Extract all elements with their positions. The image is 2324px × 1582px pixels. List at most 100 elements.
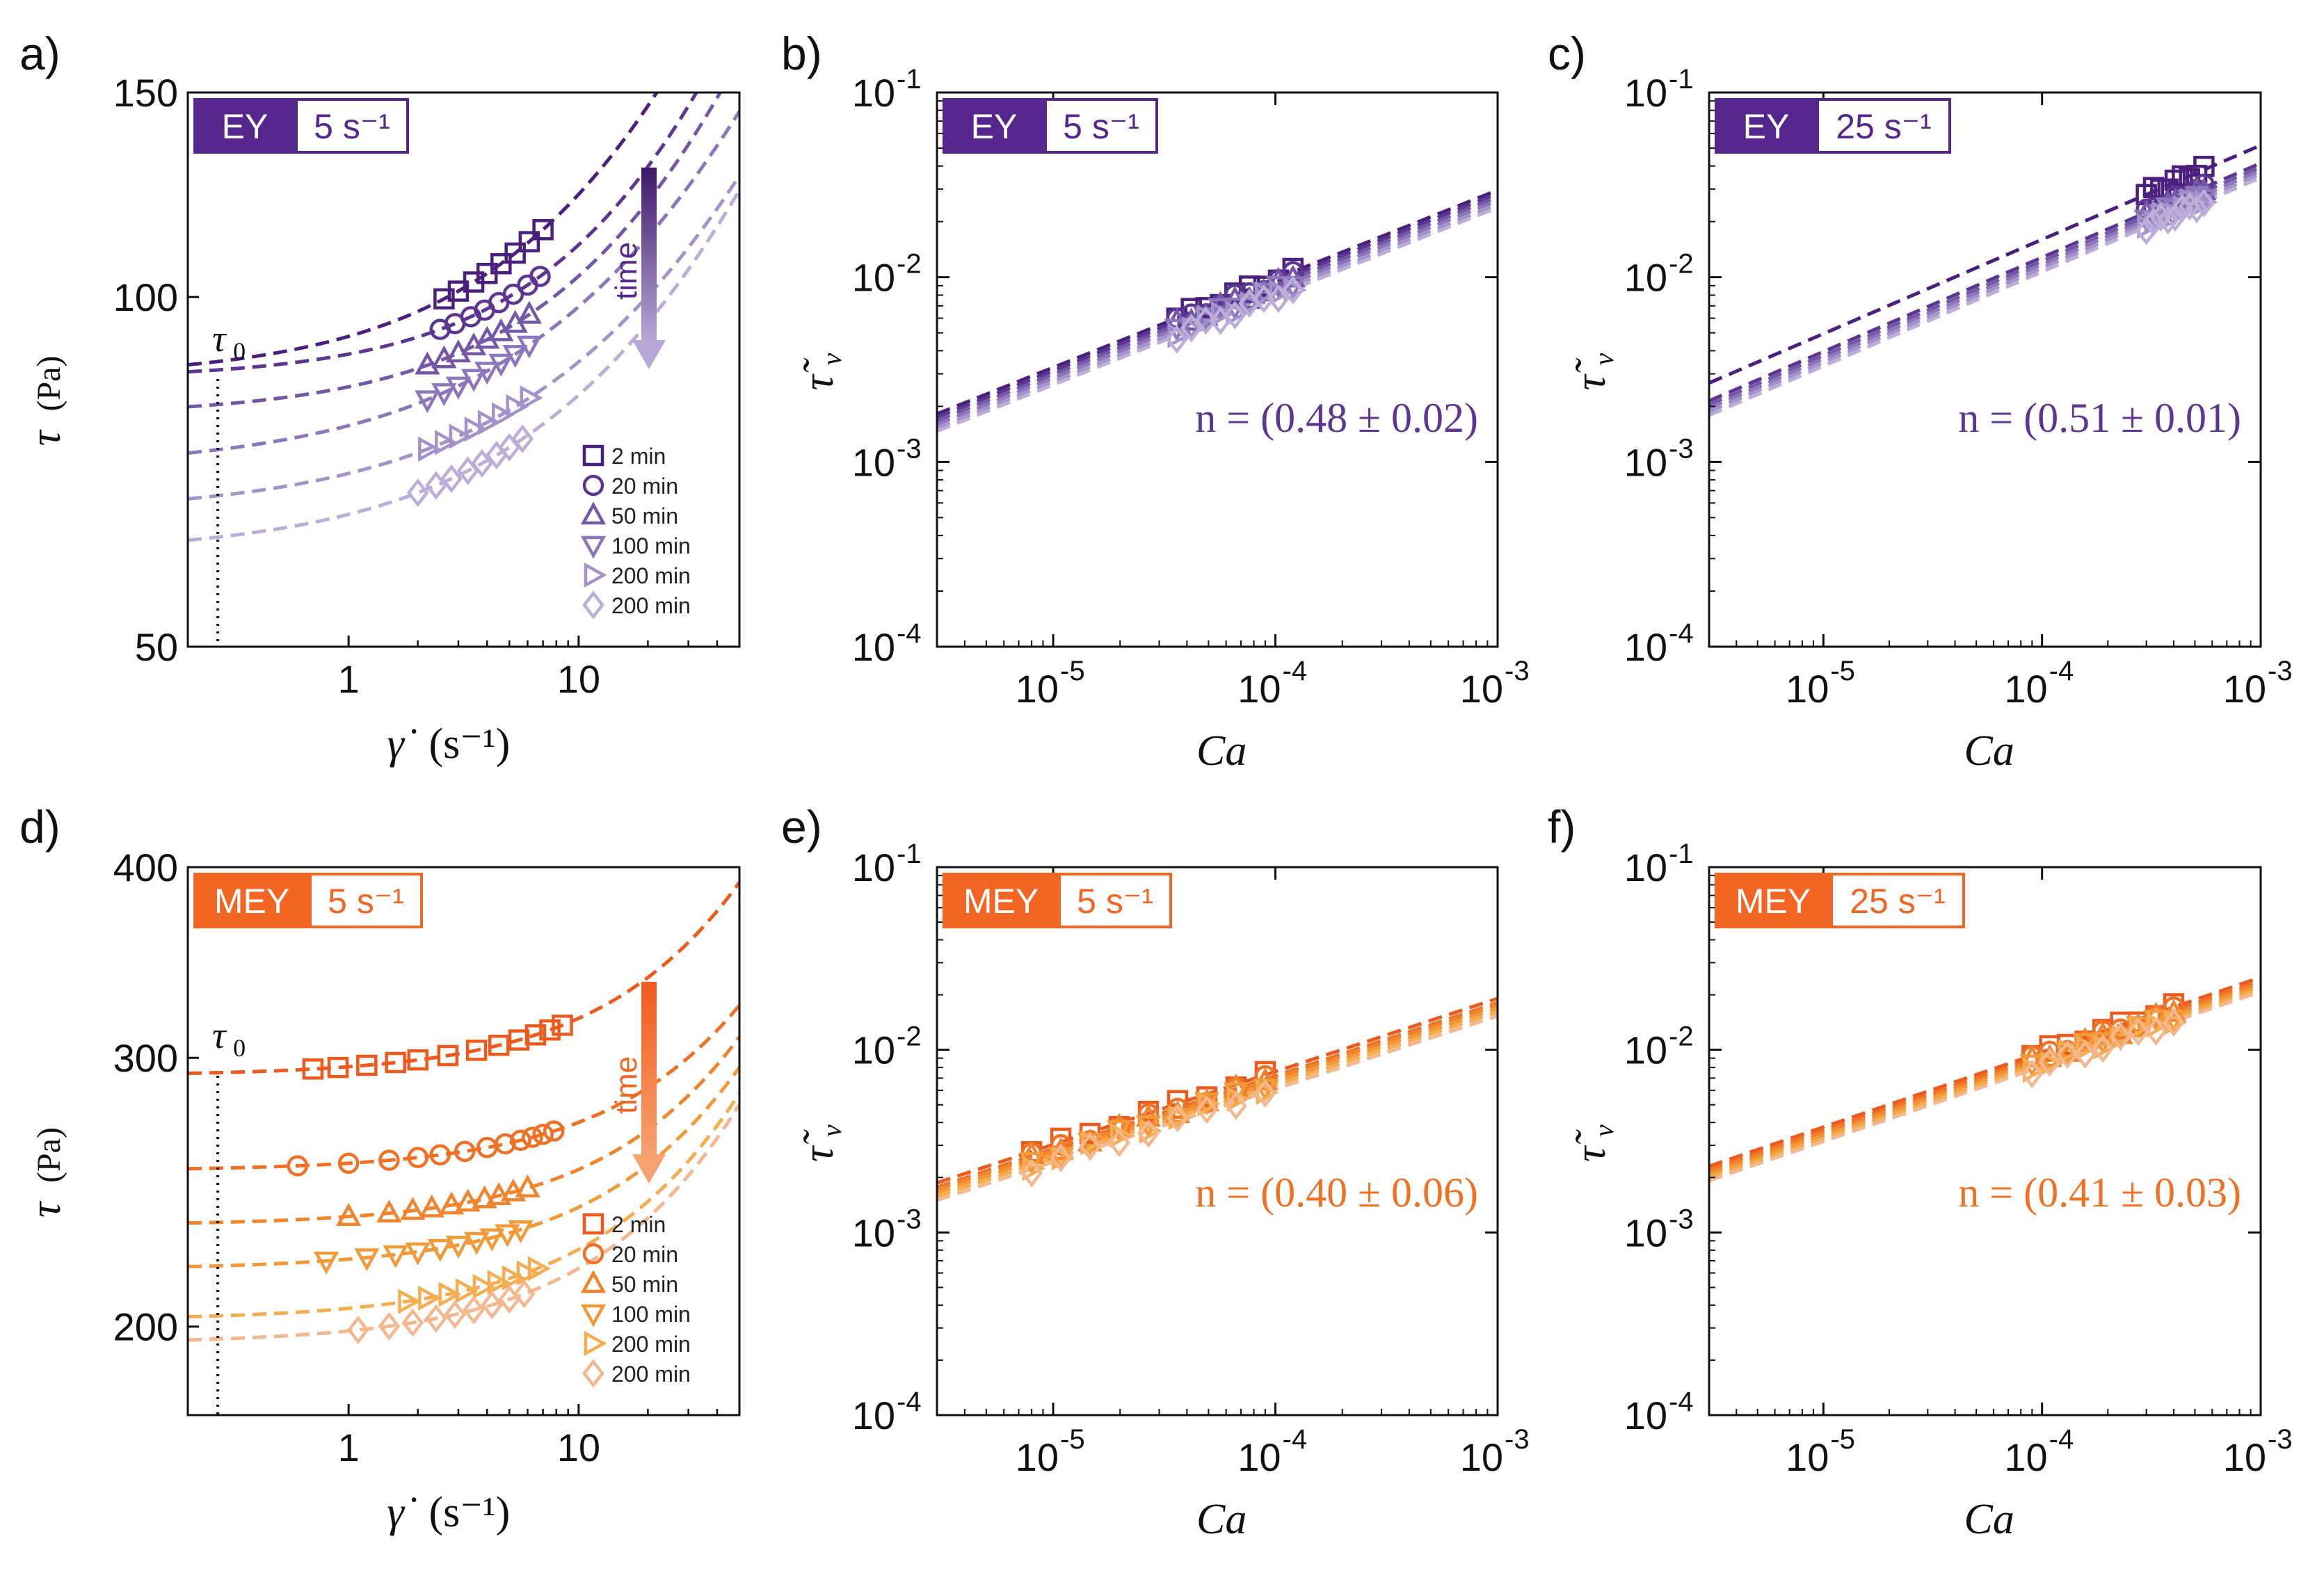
data-point xyxy=(405,1242,431,1266)
y-tick-label: 200 xyxy=(113,1305,178,1349)
x-axis-label: γ̇ xyxy=(387,720,417,768)
data-point xyxy=(2163,1008,2185,1037)
panel-label: b) xyxy=(781,28,822,79)
legend-entry: 50 min xyxy=(611,503,678,528)
data-point xyxy=(385,1051,406,1074)
data-point xyxy=(1237,293,1263,317)
x-tick-base-text: 10 xyxy=(2223,1435,2266,1479)
y-tick-exponent: -3 xyxy=(897,1204,922,1234)
data-point xyxy=(490,252,512,275)
fit-line xyxy=(937,1003,1498,1191)
data-point xyxy=(1225,1091,1247,1120)
y-tick-base: 10 xyxy=(852,1028,895,1072)
data-point xyxy=(1180,314,1203,343)
x-tick-base: 10 xyxy=(2223,1435,2266,1479)
badge-dataset: MEY xyxy=(963,882,1039,921)
data-point xyxy=(532,1123,554,1145)
data-point xyxy=(400,1197,426,1220)
data-point xyxy=(460,369,487,392)
legend-entry: 20 min xyxy=(611,1242,678,1267)
y-tick-base: 10 xyxy=(852,1211,895,1254)
data-point xyxy=(464,417,488,442)
y-tick-base-text: 10 xyxy=(1624,846,1667,889)
data-point xyxy=(1106,1120,1132,1143)
badge-dataset: EY xyxy=(222,107,269,146)
badge-rate: 5 s⁻¹ xyxy=(314,107,390,146)
legend-marker xyxy=(580,535,607,559)
y-tick-base: 10 xyxy=(1624,71,1667,115)
x-tick-base: 10 xyxy=(1237,1435,1281,1479)
fit-line-50min xyxy=(188,1035,739,1225)
y-tick-base-text: 10 xyxy=(852,1028,895,1072)
x-tick-base-text: 10 xyxy=(1016,1435,1059,1479)
badge-dataset: EY xyxy=(1743,107,1790,146)
y-tick-label: 50 xyxy=(135,625,178,669)
fit-line-2min xyxy=(188,881,739,1075)
fit-line xyxy=(937,199,1498,426)
data-point xyxy=(455,1188,481,1212)
legend-entry: 200 min xyxy=(611,1332,691,1357)
data-point xyxy=(431,383,457,407)
data-point xyxy=(287,1155,309,1177)
y-tick-base-text: 10 xyxy=(1624,1394,1667,1437)
badge-rate: 25 s⁻¹ xyxy=(1850,882,1946,921)
badge-rate-box xyxy=(1058,873,1172,928)
fit-line xyxy=(937,191,1498,419)
y-tick-base: 10 xyxy=(1624,846,1667,889)
x-tick-base-text: 10 xyxy=(2004,1435,2047,1479)
y-axis-unit: (Pa) xyxy=(31,1127,67,1183)
y-tick-base: 10 xyxy=(852,256,895,300)
y-tick-label: 400 xyxy=(113,846,178,889)
badge-dataset-bg xyxy=(943,873,1059,928)
data-point xyxy=(425,471,447,500)
y-tick-base: 10 xyxy=(852,71,895,115)
y-tick-exponent: -3 xyxy=(1669,1204,1694,1234)
fit-line-200min xyxy=(188,1103,739,1342)
data-point xyxy=(472,1185,497,1209)
data-point xyxy=(2109,1022,2132,1051)
data-point xyxy=(506,394,529,419)
badge-dataset-bg xyxy=(1715,98,1818,154)
data-point xyxy=(1167,1104,1189,1133)
slope-annotation: n = (0.40 ± 0.06) xyxy=(1195,1170,1478,1216)
data-point xyxy=(2186,194,2208,224)
data-point xyxy=(383,1245,408,1268)
x-tick-base-text: 10 xyxy=(2223,667,2266,711)
legend-entry: 20 min xyxy=(611,474,678,499)
data-point xyxy=(418,436,442,462)
data-point xyxy=(429,1144,451,1166)
panel-label: f) xyxy=(1548,801,1576,853)
data-point xyxy=(1194,306,1217,335)
y-tick-label: 100 xyxy=(113,275,178,319)
x-axis-label: Ca xyxy=(1196,727,1247,775)
data-point xyxy=(520,385,543,411)
badge-dataset-bg xyxy=(943,98,1045,154)
y-tick-base-text: 10 xyxy=(1624,71,1667,115)
y-tick-exponent: -1 xyxy=(1669,839,1694,869)
data-point xyxy=(463,1296,485,1325)
legend-marker xyxy=(584,562,607,588)
data-point xyxy=(487,1270,511,1296)
data-point xyxy=(1267,284,1290,314)
data-point xyxy=(471,449,493,478)
data-point xyxy=(2172,165,2193,187)
x-tick-base: 10 xyxy=(1460,667,1503,711)
x-tick-base: 10 xyxy=(2004,667,2047,711)
data-point xyxy=(1018,1152,1045,1175)
time-arrow-label: time xyxy=(609,242,643,300)
x-tick-label: 10 xyxy=(557,657,600,701)
y-tick-exponent: -2 xyxy=(897,249,922,280)
legend-marker xyxy=(580,501,607,525)
data-point xyxy=(398,1289,422,1314)
data-point xyxy=(2037,1053,2062,1076)
x-tick-base-text: 10 xyxy=(1460,667,1503,711)
y-tick-exponent: -4 xyxy=(897,1387,922,1417)
x-tick-exponent: -5 xyxy=(1830,656,1855,686)
fit-line xyxy=(937,195,1498,423)
y-tick-base-text: 10 xyxy=(1624,440,1667,484)
data-point xyxy=(552,1015,573,1036)
x-axis-label: Ca xyxy=(1964,1496,2014,1543)
